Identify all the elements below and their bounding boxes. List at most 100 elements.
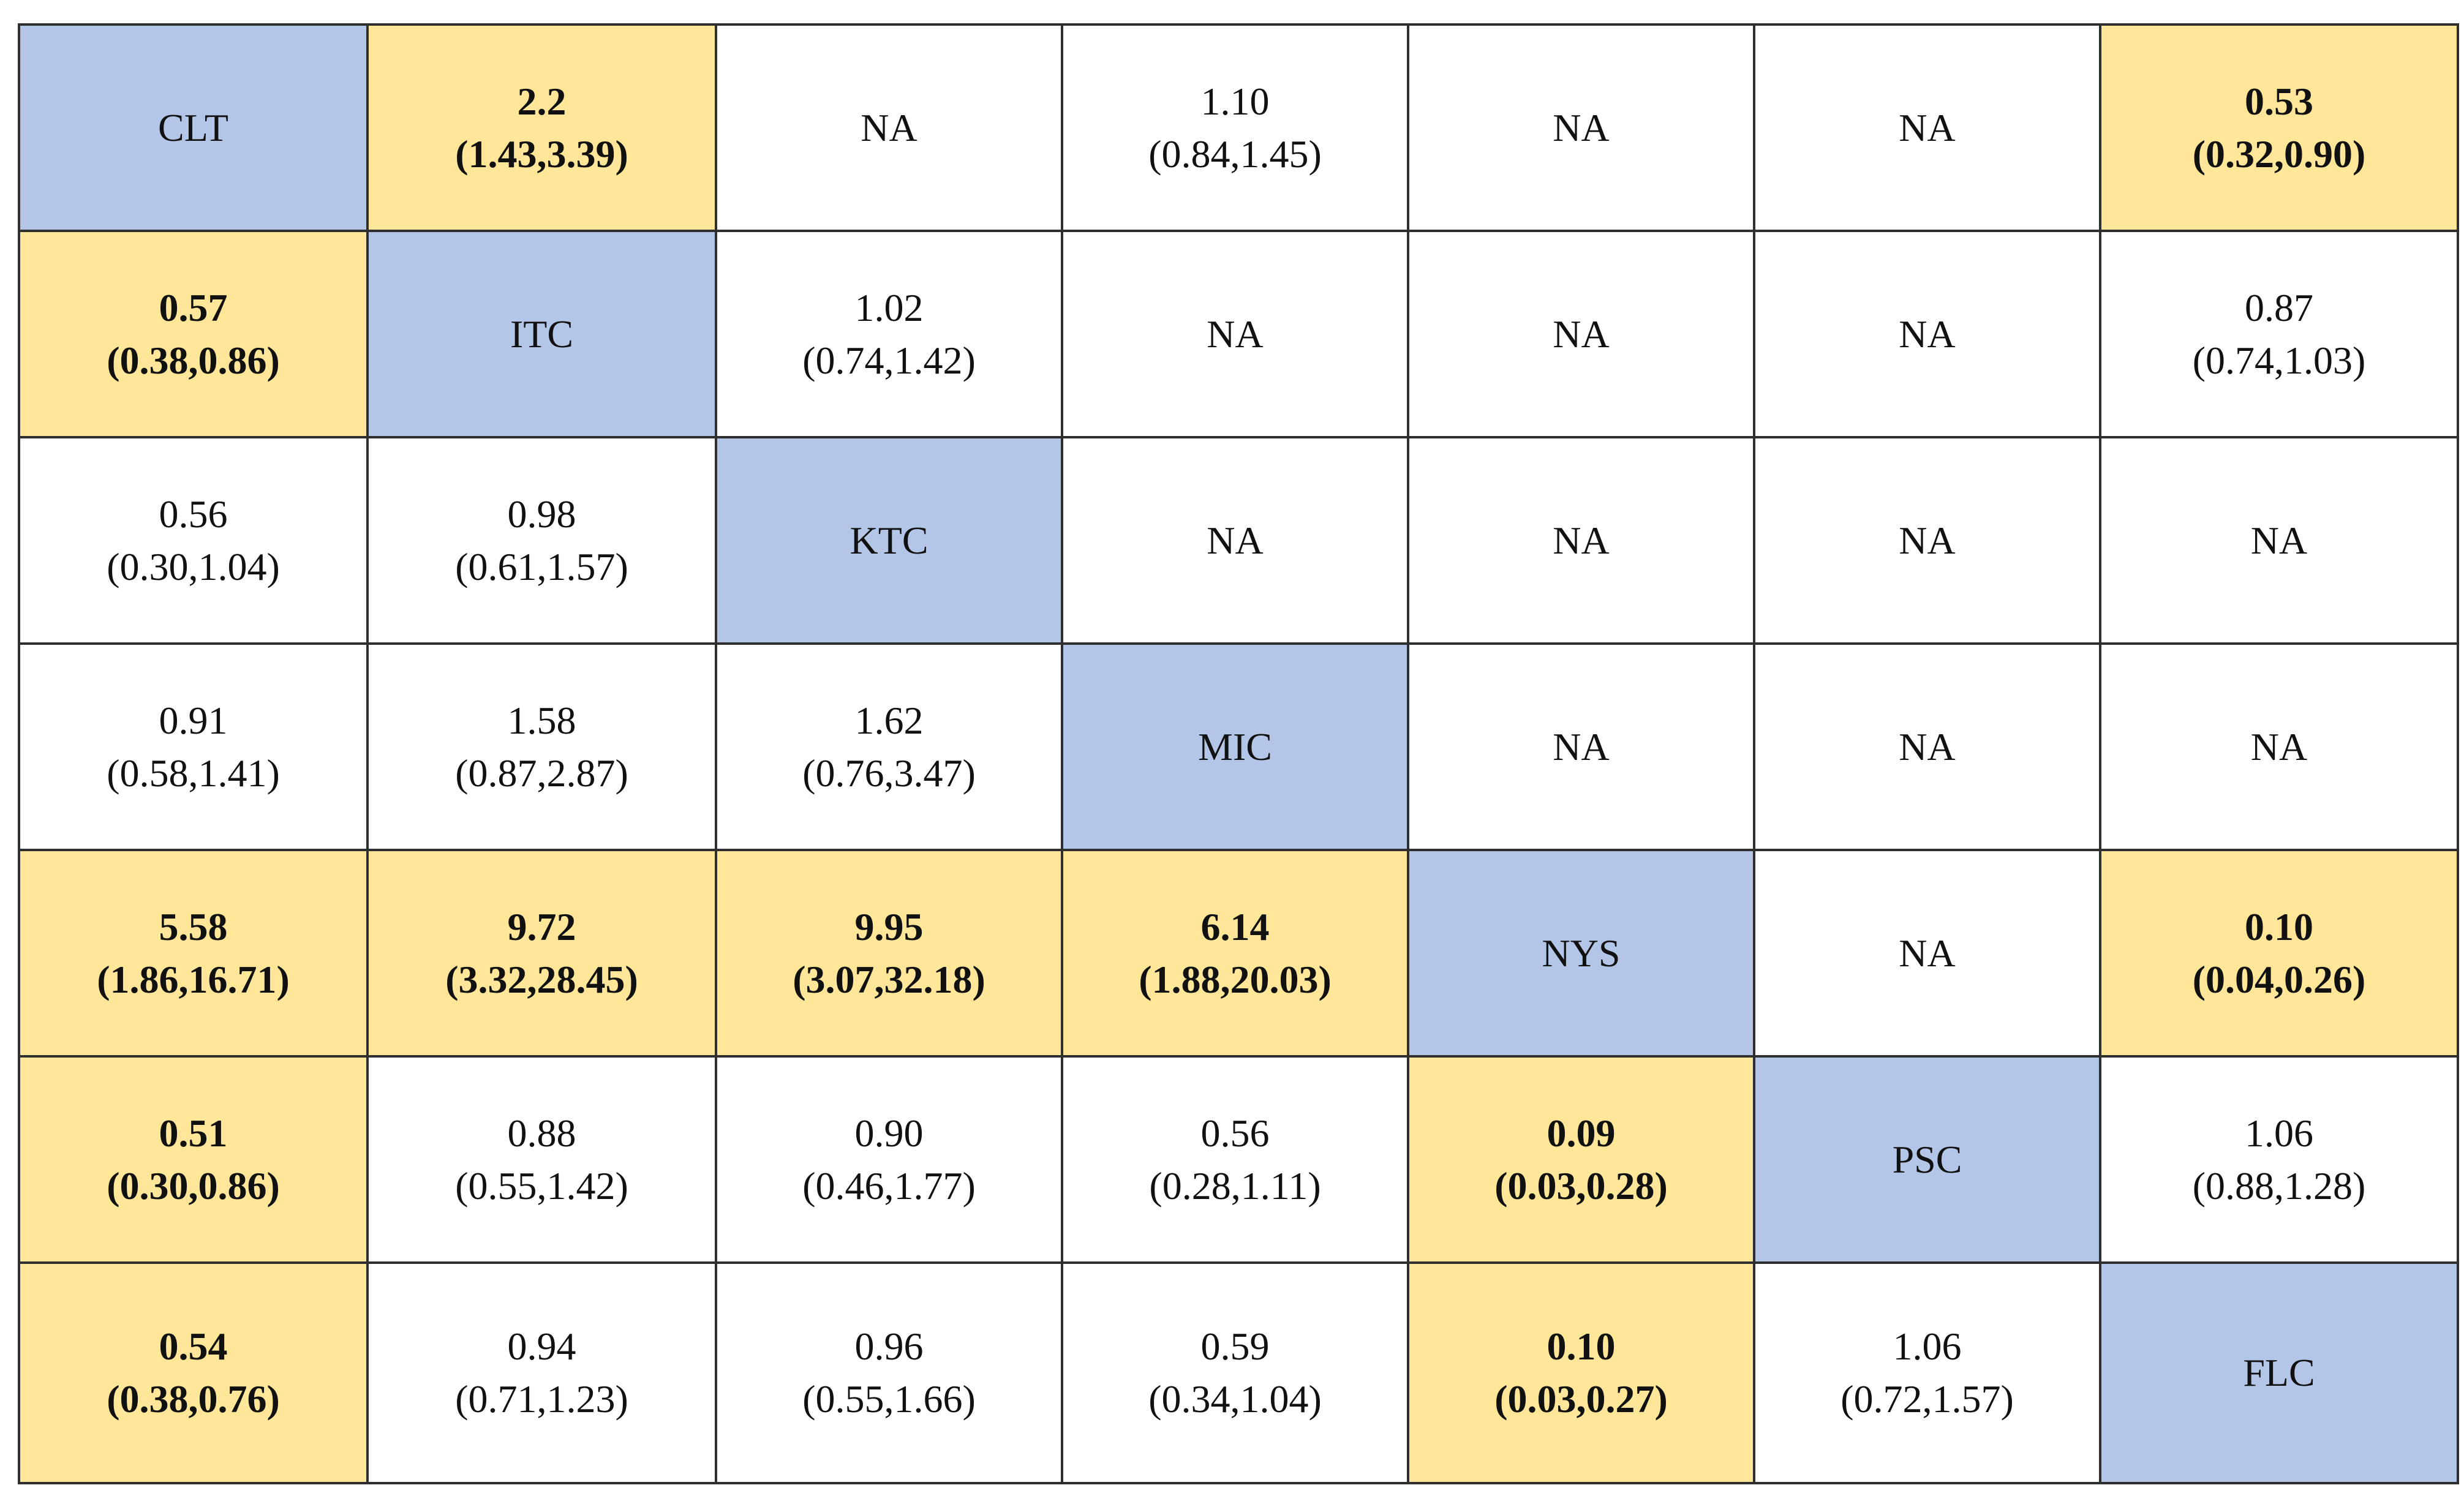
point-estimate: 0.57 — [159, 285, 228, 329]
confidence-interval: (0.38,0.76) — [107, 1377, 280, 1421]
not-available-cell: NA — [1407, 230, 1755, 438]
confidence-interval: (0.84,1.45) — [1148, 132, 1322, 176]
treatment-label-cell: ITC — [366, 230, 717, 438]
point-estimate: 0.59 — [1200, 1325, 1270, 1368]
table-row: 0.51 (0.30,0.86) 0.88 (0.55,1.42) 0.90 (0.46,… — [18, 1055, 2459, 1264]
confidence-interval: (0.34,1.04) — [1148, 1377, 1322, 1421]
not-available-cell: NA — [2099, 642, 2459, 851]
treatment-label-cell: CLT — [18, 23, 369, 232]
confidence-interval: (0.74,1.03) — [2192, 338, 2366, 382]
not-available-cell: NA — [1061, 230, 1409, 438]
table-row: 5.58 (1.86,16.71) 9.72 (3.32,28.45) 9.95 (3.0… — [18, 849, 2459, 1058]
estimate-cell: 0.98 (0.61,1.57) — [366, 436, 717, 645]
point-estimate: 1.06 — [2245, 1111, 2313, 1155]
treatment-label-cell: FLC — [2099, 1261, 2459, 1484]
significant-estimate-cell: 0.10 (0.03,0.27) — [1407, 1261, 1755, 1484]
not-available-cell: NA — [1753, 849, 2101, 1058]
treatment-label-cell: NYS — [1407, 849, 1755, 1058]
estimate-cell: 1.62 (0.76,3.47) — [715, 642, 1063, 851]
confidence-interval: (0.32,0.90) — [2192, 132, 2366, 176]
confidence-interval: (0.61,1.57) — [455, 544, 628, 588]
confidence-interval: (0.76,3.47) — [802, 751, 976, 795]
point-estimate: 0.96 — [854, 1325, 924, 1368]
significant-estimate-cell: 0.51 (0.30,0.86) — [18, 1055, 369, 1264]
point-estimate: 2.2 — [517, 79, 567, 123]
point-estimate: 0.10 — [2245, 904, 2313, 949]
significant-estimate-cell: 0.54 (0.38,0.76) — [18, 1261, 369, 1484]
treatment-label-cell: MIC — [1061, 642, 1409, 851]
significant-estimate-cell: 2.2 (1.43,3.39) — [366, 23, 717, 232]
not-available-cell: NA — [1753, 436, 2101, 645]
point-estimate: 0.98 — [507, 492, 576, 536]
confidence-interval: (0.88,1.28) — [2192, 1163, 2366, 1208]
estimate-cell: 1.10 (0.84,1.45) — [1061, 23, 1409, 232]
treatment-label-cell: KTC — [715, 436, 1063, 645]
not-available-cell: NA — [1407, 642, 1755, 851]
point-estimate: 0.90 — [854, 1111, 924, 1155]
estimate-cell: 1.02 (0.74,1.42) — [715, 230, 1063, 438]
estimate-cell: 0.87 (0.74,1.03) — [2099, 230, 2459, 438]
table-row: 0.57 (0.38,0.86) ITC 1.02 (0.74,1.42) NA NA NA 0… — [18, 230, 2459, 438]
table-row: 0.54 (0.38,0.76) 0.94 (0.71,1.23) 0.96 (0.55,… — [18, 1261, 2459, 1484]
confidence-interval: (0.58,1.41) — [107, 751, 280, 795]
estimate-cell: 0.91 (0.58,1.41) — [18, 642, 369, 851]
point-estimate: 0.88 — [507, 1111, 576, 1155]
estimate-cell: 1.06 (0.72,1.57) — [1753, 1261, 2101, 1484]
significant-estimate-cell: 9.95 (3.07,32.18) — [715, 849, 1063, 1058]
confidence-interval: (0.28,1.11) — [1149, 1163, 1321, 1208]
confidence-interval: (0.38,0.86) — [107, 338, 280, 382]
point-estimate: 1.62 — [854, 698, 924, 742]
point-estimate: 0.94 — [507, 1325, 576, 1368]
table-row: CLT 2.2 (1.43,3.39) NA 1.10 (0.84,1.45) NA NA 0.… — [18, 23, 2459, 232]
significant-estimate-cell: 6.14 (1.88,20.03) — [1061, 849, 1409, 1058]
significant-estimate-cell: 0.53 (0.32,0.90) — [2099, 23, 2459, 232]
point-estimate: 1.06 — [1893, 1325, 1962, 1368]
estimate-cell: 0.88 (0.55,1.42) — [366, 1055, 717, 1264]
not-available-cell: NA — [1753, 23, 2101, 232]
significant-estimate-cell: 0.09 (0.03,0.28) — [1407, 1055, 1755, 1264]
not-available-cell: NA — [715, 23, 1063, 232]
confidence-interval: (0.04,0.26) — [2192, 957, 2366, 1001]
not-available-cell: NA — [1061, 436, 1409, 645]
estimate-cell: 0.59 (0.34,1.04) — [1061, 1261, 1409, 1484]
confidence-interval: (0.30,0.86) — [107, 1163, 280, 1208]
confidence-interval: (0.74,1.42) — [802, 338, 976, 382]
table-row: 0.56 (0.30,1.04) 0.98 (0.61,1.57) KTC NA NA NA N… — [18, 436, 2459, 645]
point-estimate: 6.14 — [1200, 904, 1270, 949]
point-estimate: 0.53 — [2245, 79, 2313, 123]
confidence-interval: (0.55,1.66) — [802, 1377, 976, 1421]
treatment-label-cell: PSC — [1753, 1055, 2101, 1264]
point-estimate: 0.51 — [159, 1111, 228, 1155]
point-estimate: 0.56 — [159, 492, 228, 536]
matrix-body: CLT 2.2 (1.43,3.39) NA 1.10 (0.84,1.45) NA NA 0.… — [18, 23, 2459, 1484]
point-estimate: 0.09 — [1547, 1111, 1616, 1155]
confidence-interval: (3.32,28.45) — [445, 957, 638, 1001]
confidence-interval: (0.55,1.42) — [455, 1163, 628, 1208]
point-estimate: 0.87 — [2245, 285, 2313, 329]
point-estimate: 0.10 — [1547, 1325, 1616, 1368]
not-available-cell: NA — [1753, 642, 2101, 851]
table-row: 0.91 (0.58,1.41) 1.58 (0.87,2.87) 1.62 (0.76,… — [18, 642, 2459, 851]
confidence-interval: (0.03,0.27) — [1494, 1377, 1668, 1421]
confidence-interval: (0.72,1.57) — [1840, 1377, 2014, 1421]
estimate-cell: 0.90 (0.46,1.77) — [715, 1055, 1063, 1264]
estimate-cell: 1.58 (0.87,2.87) — [366, 642, 717, 851]
point-estimate: 1.10 — [1200, 79, 1270, 123]
confidence-interval: (1.88,20.03) — [1139, 957, 1332, 1001]
confidence-interval: (3.07,32.18) — [793, 957, 985, 1001]
significant-estimate-cell: 5.58 (1.86,16.71) — [18, 849, 369, 1058]
significant-estimate-cell: 0.10 (0.04,0.26) — [2099, 849, 2459, 1058]
point-estimate: 9.72 — [507, 904, 576, 949]
confidence-interval: (0.87,2.87) — [455, 751, 628, 795]
confidence-interval: (0.30,1.04) — [107, 544, 280, 588]
point-estimate: 0.54 — [159, 1325, 228, 1368]
estimate-cell: 1.06 (0.88,1.28) — [2099, 1055, 2459, 1264]
not-available-cell: NA — [1753, 230, 2101, 438]
confidence-interval: (1.43,3.39) — [455, 132, 628, 176]
confidence-interval: (0.71,1.23) — [455, 1377, 628, 1421]
estimate-cell: 0.96 (0.55,1.66) — [715, 1261, 1063, 1484]
confidence-interval: (0.46,1.77) — [802, 1163, 976, 1208]
point-estimate: 0.56 — [1200, 1111, 1270, 1155]
estimate-cell: 0.56 (0.30,1.04) — [18, 436, 369, 645]
confidence-interval: (0.03,0.28) — [1494, 1163, 1668, 1208]
